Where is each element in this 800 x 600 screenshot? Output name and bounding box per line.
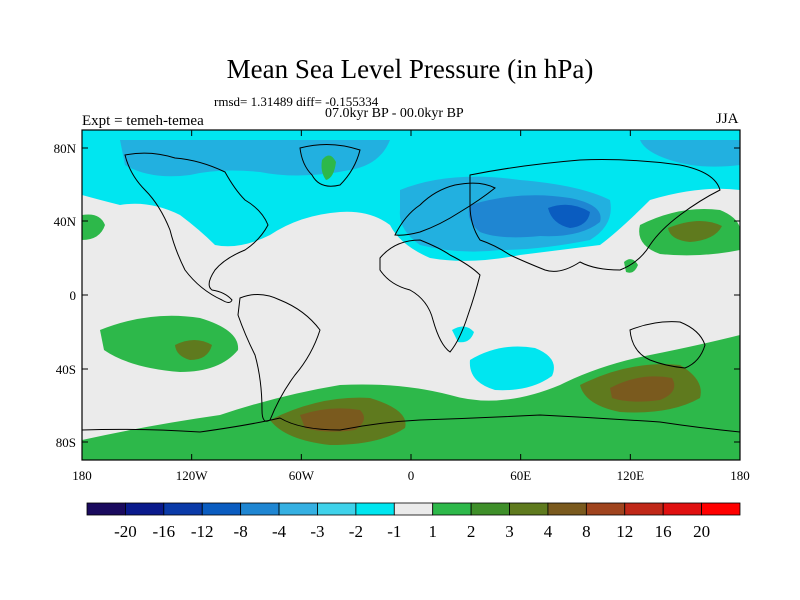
- colorbar-swatch: [662, 502, 702, 516]
- south-africa-negative-spot: [452, 326, 474, 343]
- colorbar-swatch: [509, 502, 549, 516]
- antarctica-coast: [82, 414, 740, 433]
- colorbar-label: -3: [310, 522, 324, 541]
- colorbar-label: 1: [428, 522, 437, 541]
- x-tick-label: 0: [408, 468, 415, 483]
- southern-ocean-positive-band: [82, 335, 740, 460]
- colorbar-label: -4: [272, 522, 287, 541]
- coastlines: [82, 144, 740, 433]
- greenland-green-spot: [321, 155, 336, 180]
- colorbar-label: -12: [191, 522, 214, 541]
- colorbar-label: -20: [114, 522, 137, 541]
- colorbar-swatch: [547, 502, 587, 516]
- colorbar-label: 8: [582, 522, 591, 541]
- chart-title: Mean Sea Level Pressure (in hPa): [226, 54, 594, 84]
- x-tick-label: 180: [730, 468, 750, 483]
- west-pacific-core-positive: [668, 220, 722, 242]
- colorbar-label: 16: [655, 522, 672, 541]
- y-tick-label: 40N: [54, 214, 77, 229]
- southern-atlantic-brown: [300, 408, 364, 432]
- colorbar-swatch: [240, 502, 280, 516]
- colorbar-swatch: [585, 502, 626, 516]
- southern-indian-brown: [610, 376, 675, 402]
- south-pacific-positive-region: [100, 315, 239, 372]
- colorbar-label: 4: [544, 522, 553, 541]
- colorbar-label: -16: [152, 522, 175, 541]
- colorbar-label: 20: [693, 522, 710, 541]
- colorbar-swatch: [163, 502, 203, 516]
- colorbar-swatch: [201, 502, 242, 516]
- colorbar-label: -1: [387, 522, 401, 541]
- colorbar-swatch: [278, 502, 318, 516]
- colorbar-swatch: [355, 502, 395, 516]
- colorbar-label: -8: [234, 522, 248, 541]
- x-tick-label: 180: [72, 468, 92, 483]
- australia-coast: [629, 321, 706, 369]
- colorbar-swatch: [86, 502, 126, 516]
- greenland-coast: [299, 144, 361, 187]
- experiment-label: Expt = temeh-temea: [82, 113, 204, 129]
- colorbar-swatch: [470, 502, 510, 516]
- x-tick-label: 60W: [289, 468, 315, 483]
- colorbar-label: 12: [616, 522, 633, 541]
- south-indian-negative-region: [469, 346, 554, 391]
- y-tick-label: 0: [70, 288, 77, 303]
- y-tick-label: 80S: [56, 435, 76, 450]
- north-america-coast: [124, 152, 269, 303]
- x-axis: 180 120W 60W 0 60E 120E 180: [72, 130, 750, 483]
- colorbar-swatch: [393, 502, 434, 516]
- colorbar: -20 -16 -12 -8 -4 -3 -2 -1 1 2 3 4 8 12 16 20: [86, 502, 741, 541]
- season-label: JJA: [716, 111, 739, 127]
- map-field: [82, 130, 740, 460]
- y-tick-label: 40S: [56, 362, 76, 377]
- x-tick-label: 120E: [617, 468, 645, 483]
- colorbar-label: 3: [505, 522, 514, 541]
- y-axis: 80N 40N 0 40S 80S: [54, 141, 740, 450]
- colorbar-label: -2: [349, 522, 363, 541]
- asia-coast: [469, 159, 721, 272]
- colorbar-swatch: [432, 502, 472, 516]
- x-tick-label: 120W: [176, 468, 209, 483]
- time-period-label: 07.0kyr BP - 00.0kyr BP: [325, 106, 464, 121]
- y-tick-label: 80N: [54, 141, 77, 156]
- europe-coast: [394, 182, 496, 236]
- colorbar-swatch: [624, 502, 664, 516]
- arctic-ne-negative-region: [640, 140, 740, 167]
- colorbar-swatch: [125, 502, 165, 516]
- colorbar-label: 2: [467, 522, 476, 541]
- south-america-coast: [237, 294, 321, 422]
- colorbar-swatch: [317, 502, 357, 516]
- colorbar-swatch: [701, 502, 741, 516]
- x-tick-label: 60E: [510, 468, 531, 483]
- asia-core-negative-region: [548, 204, 590, 228]
- africa-coast: [379, 239, 481, 353]
- south-pacific-core-positive: [175, 340, 212, 360]
- rmsd-diff-stats: rmsd= 1.31489 diff= -0.155334: [214, 94, 379, 109]
